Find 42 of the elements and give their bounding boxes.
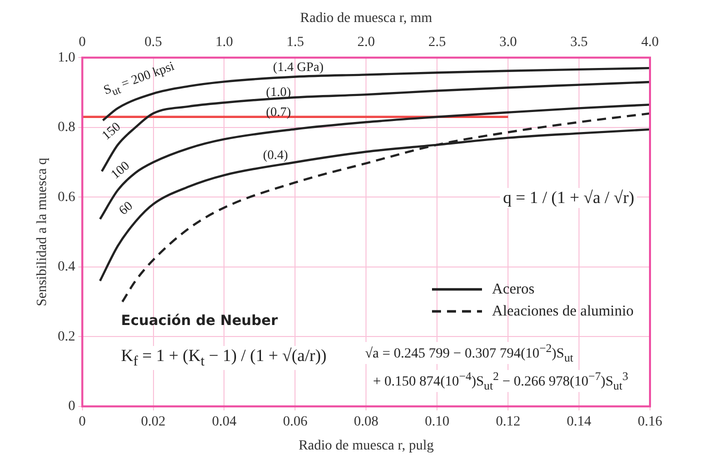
x2-tick-label: 2.5 <box>428 34 446 50</box>
x2-tick-label: 0 <box>78 34 86 50</box>
x-tick-label: 0.08 <box>354 414 378 430</box>
y-tick-label: 0.8 <box>58 120 76 136</box>
x-tick-label: 0.04 <box>212 414 236 430</box>
x-tick-label: 0.02 <box>141 414 166 430</box>
annotation: 60 <box>116 198 136 218</box>
annotation: √a = 0.245 799 − 0.307 794(10$^{−2}$)S$_{ut}$ <box>362 342 576 364</box>
line-series <box>98 104 650 220</box>
y-tick-label: 1.0 <box>58 50 76 66</box>
y-axis-title: Sensibilidad a la muesca q <box>35 158 50 306</box>
x2-tick-label: 1.5 <box>286 34 304 50</box>
annotation: S$_{ut}$ = 200 kpsi <box>100 58 178 100</box>
annotation: q = 1 / (1 + √a / √r) <box>500 188 638 208</box>
annotation: 100 <box>108 158 133 182</box>
legend-label: Aleaciones de aluminio <box>492 303 634 320</box>
legend-label: Aceros <box>492 281 535 298</box>
y-tick-label: 0 <box>68 399 76 414</box>
x2-tick-label: 2.0 <box>357 34 375 50</box>
x2-tick-label: 4.0 <box>641 34 659 50</box>
y-tick-label: 0.2 <box>58 329 76 344</box>
x2-tick-label: 1.0 <box>215 34 233 50</box>
annotation: Ecuación de Neuber <box>120 313 279 329</box>
x-tick-label: 0 <box>78 414 86 430</box>
annotation: K$_{f}$ = 1 + (K$_{t}$ − 1) / (1 + √(a/r)) <box>118 346 330 370</box>
x2-tick-label: 3.0 <box>499 34 517 50</box>
x-tick-label: 0.16 <box>638 414 662 430</box>
annotation: (1.4 GPa) <box>272 59 325 74</box>
annotation: 150 <box>98 118 124 144</box>
x-tick-label: 0.10 <box>424 414 450 430</box>
annotation: (0.4) <box>262 147 289 162</box>
x-tick-label: 0.06 <box>282 414 308 430</box>
x-tick-label: 0.14 <box>566 414 592 430</box>
x2-tick-label: 0.5 <box>144 34 162 50</box>
y-tick-label: 0.4 <box>58 260 76 275</box>
x2-axis-title: Radio de muesca r, mm <box>300 11 432 26</box>
y-tick-label: 0.6 <box>58 190 76 205</box>
annotation: (0.7) <box>265 104 292 119</box>
x-axis-title: Radio de muesca r, pulg <box>298 438 434 454</box>
annotation: (1.0) <box>265 84 292 99</box>
x-tick-label: 0.12 <box>496 414 520 430</box>
x2-tick-label: 3.5 <box>570 34 588 50</box>
